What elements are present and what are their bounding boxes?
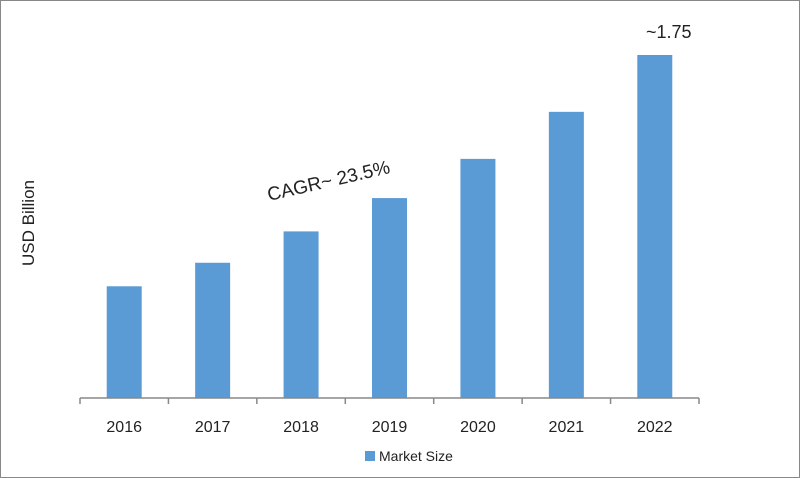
bar-2022 [637,55,673,398]
bar-2018 [283,231,319,398]
bar-2020 [460,158,496,398]
x-tick-label: 2021 [549,419,585,436]
bar-2017 [195,262,231,398]
legend-label: Market Size [379,448,453,464]
y-axis-label: USD Billion [19,180,38,266]
x-tick-label: 2018 [283,419,319,436]
bar-2021 [548,111,584,398]
x-tick-label: 2016 [106,419,142,436]
x-tick-label: 2017 [195,419,231,436]
x-tick-label: 2022 [637,419,673,436]
x-tick-label: 2020 [460,419,496,436]
bar-2016 [106,286,142,398]
last-value-annotation: ~1.75 [646,22,692,42]
legend-swatch [365,451,375,461]
bar-2019 [372,198,407,398]
x-tick-label: 2019 [372,419,408,436]
